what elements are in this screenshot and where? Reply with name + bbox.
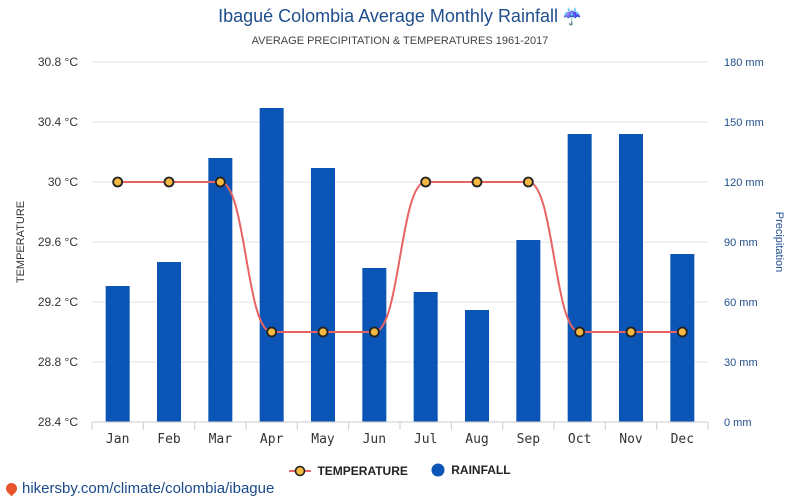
temperature-point [317,326,329,338]
rainfall-bar [208,158,233,422]
x-tick-label: Mar [209,432,233,447]
left-axis-title: TEMPERATURE [15,201,27,283]
source-link[interactable]: hikersby.com/climate/colombia/ibague [3,480,275,497]
left-tick-label: 30 °C [48,175,78,189]
rainfall-bar [516,240,541,422]
left-tick-label: 29.2 °C [38,295,78,309]
right-tick-label: 120 mm [724,177,764,189]
x-tick-label: Nov [619,432,643,447]
rainfall-bar [413,292,438,422]
legend-label-rainfall: RAINFALL [451,463,511,477]
rainfall-bar [670,254,695,422]
temperature-legend-marker [289,465,312,477]
x-tick-label: Jan [106,432,129,447]
right-axis-title: Precipitation [773,212,785,273]
rainfall-legend-marker [431,463,445,477]
x-tick-label: Feb [157,432,181,447]
x-tick-label: Oct [568,432,591,447]
umbrella-rain-icon: ☔ [561,9,582,26]
legend-item-rainfall[interactable]: RAINFALL [431,463,511,477]
temperature-point [112,176,124,188]
temperature-point [522,176,534,188]
temperature-point [676,326,688,338]
rainfall-bar [157,262,181,422]
left-tick-label: 29.6 °C [38,235,78,249]
right-tick-label: 0 mm [724,417,752,429]
rainfall-bar [259,108,284,422]
right-tick-label: 90 mm [724,237,758,249]
temperature-point [163,176,175,188]
temperature-point [625,326,637,338]
x-tick-label: Jul [414,432,437,447]
x-tick-label: Apr [260,432,284,447]
rainfall-bar [619,134,643,422]
temperature-point [471,176,483,188]
temperature-point [368,326,380,338]
right-tick-label: 60 mm [724,297,758,309]
rainfall-bar [567,134,592,422]
temperature-point [266,326,278,338]
chart-title: Ibagué Colombia Average Monthly Rainfall… [0,6,800,27]
location-pin-icon [3,480,20,497]
right-tick-label: 180 mm [724,57,764,69]
chart-legend: TEMPERATURE RAINFALL [0,463,800,480]
right-tick-label: 150 mm [724,117,764,129]
left-tick-label: 28.4 °C [38,415,78,429]
chart-subtitle: AVERAGE PRECIPITATION & TEMPERATURES 196… [251,35,549,47]
x-tick-label: Aug [465,432,488,447]
temperature-point [420,176,432,188]
temperature-line [117,181,683,333]
x-tick-label: Sep [517,432,541,447]
x-tick-label: Jun [363,432,386,447]
left-tick-label: 30.4 °C [38,115,78,129]
legend-item-temperature[interactable]: TEMPERATURE [289,464,408,478]
rainfall-bar [465,310,489,422]
x-tick-label: Dec [671,432,694,447]
legend-label-temperature: TEMPERATURE [317,464,408,478]
rainfall-bar [105,286,130,422]
x-tick-label: May [311,432,335,447]
left-tick-label: 30.8 °C [38,55,78,69]
climate-chart: 28.4 °C 28.8 °C 29.2 °C 29.6 °C 30 °C 30.4 °C… [15,55,785,447]
source-text: hikersby.com/climate/colombia/ibague [22,480,275,497]
temperature-point [574,326,586,338]
temperature-point [214,176,226,188]
left-tick-label: 28.8 °C [38,355,78,369]
right-tick-label: 30 mm [724,357,758,369]
rainfall-bar [362,268,387,422]
chart-title-text: Ibagué Colombia Average Monthly Rainfall [218,6,558,26]
rainfall-bar [311,168,335,422]
